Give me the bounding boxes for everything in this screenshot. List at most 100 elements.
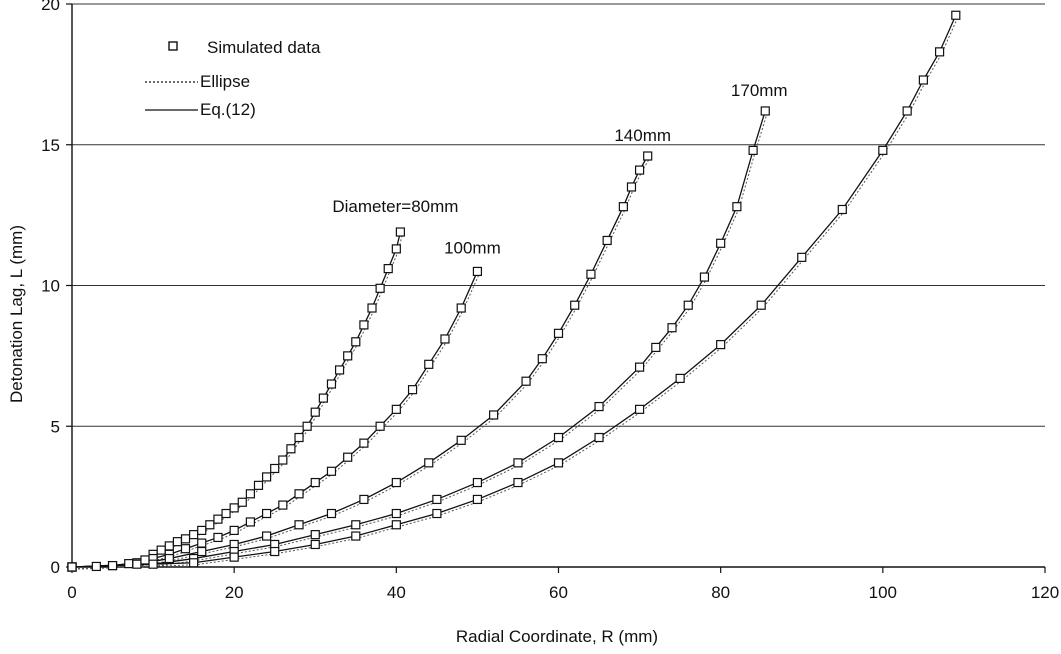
data-point (245, 489, 255, 499)
data-point (716, 340, 726, 350)
data-point (359, 438, 369, 448)
data-point (456, 303, 466, 313)
data-point (189, 558, 199, 568)
data-point (302, 421, 312, 431)
data-point (278, 455, 288, 465)
ellipse-line-series-3 (73, 112, 768, 570)
data-point (683, 300, 693, 310)
data-point (253, 480, 264, 490)
x-tick-label: 80 (711, 583, 730, 602)
data-point (172, 537, 183, 547)
data-point (395, 227, 405, 237)
data-point (440, 334, 450, 344)
diameter-label: Diameter=80mm (332, 197, 458, 216)
data-point (675, 373, 685, 383)
data-point (351, 520, 361, 530)
data-point (294, 489, 304, 499)
x-tick-label: 120 (1031, 583, 1059, 602)
data-point (310, 530, 320, 540)
ellipse-line-series-2 (73, 157, 651, 570)
x-tick-label: 100 (869, 583, 897, 602)
data-point (391, 244, 401, 254)
data-point (205, 520, 215, 530)
data-point (351, 531, 361, 541)
x-tick-label: 40 (387, 583, 406, 602)
data-point (391, 520, 401, 530)
data-point (164, 541, 174, 551)
data-point (294, 432, 304, 443)
data-point (383, 264, 393, 274)
data-point (667, 323, 677, 333)
data-point (699, 272, 710, 282)
data-point (732, 202, 742, 212)
data-point (367, 303, 377, 313)
data-point (343, 452, 353, 462)
data-point (594, 432, 604, 443)
data-point (513, 477, 523, 488)
data-point (221, 508, 231, 519)
data-point (375, 421, 385, 431)
data-point (902, 106, 912, 116)
data-point (189, 530, 199, 540)
x-tick-label: 0 (67, 583, 76, 602)
data-point (229, 503, 239, 513)
data-point (326, 466, 337, 476)
data-point (229, 525, 239, 536)
data-point (626, 182, 637, 192)
y-tick-label: 5 (51, 417, 60, 436)
data-point (262, 531, 272, 541)
data-point (294, 520, 304, 530)
data-point (197, 546, 207, 557)
diameter-label: 200mm (913, 0, 970, 3)
data-point (934, 47, 945, 57)
data-point (359, 494, 369, 505)
legend-label-eq12: Eq.(12) (200, 100, 256, 119)
diameter-label: 140mm (614, 126, 671, 145)
data-point (197, 525, 207, 536)
x-tick-label: 20 (225, 583, 244, 602)
data-point (270, 463, 280, 474)
legend-label-simulated: Simulated data (207, 38, 321, 57)
data-point (456, 435, 466, 445)
data-point (878, 145, 888, 155)
data-point (391, 477, 401, 488)
data-point (594, 401, 604, 412)
data-point (107, 560, 118, 571)
data-point (432, 494, 442, 505)
data-point (286, 444, 296, 454)
data-point (156, 545, 166, 555)
y-axis-title: Detonation Lag, L (mm) (7, 225, 26, 403)
data-point (748, 145, 758, 155)
data-point (180, 544, 191, 554)
data-point (180, 534, 191, 544)
data-point (918, 75, 928, 85)
data-point (262, 508, 272, 519)
data-point (391, 404, 401, 414)
ellipse-line-series-1 (73, 273, 480, 570)
data-point (343, 351, 353, 361)
data-point (278, 500, 288, 510)
data-point (318, 393, 328, 403)
data-point (553, 432, 564, 443)
data-point (326, 508, 337, 519)
data-point (602, 235, 612, 246)
data-point (537, 354, 547, 364)
data-point (124, 559, 134, 569)
data-point (375, 283, 385, 293)
data-point (310, 477, 320, 488)
data-point (570, 300, 580, 310)
data-point (334, 365, 345, 375)
diameter-label: 170mm (731, 81, 788, 100)
data-point (553, 328, 564, 338)
data-point (245, 517, 255, 527)
legend: Simulated data Ellipse Eq.(12) (145, 38, 321, 119)
data-point (716, 238, 726, 248)
data-point (651, 342, 661, 353)
data-point (67, 562, 77, 572)
data-point (407, 385, 418, 395)
data-point (756, 300, 766, 310)
data-point (197, 538, 207, 548)
data-point (140, 555, 150, 565)
y-tick-label: 20 (41, 0, 60, 14)
